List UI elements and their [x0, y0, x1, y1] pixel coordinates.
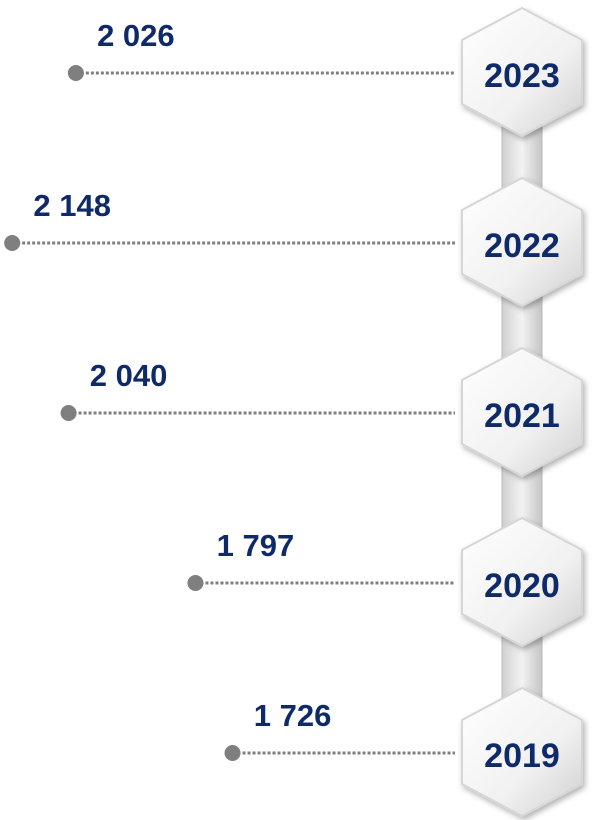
dot: [4, 235, 21, 251]
value-label: 1 726: [254, 698, 332, 733]
dot: [60, 405, 77, 421]
year-label: 2022: [484, 227, 560, 265]
dot: [67, 65, 84, 81]
year-label: 2023: [484, 57, 560, 95]
hexagon: [461, 517, 583, 647]
hexagon: [461, 347, 583, 477]
value-label: 2 026: [97, 18, 175, 53]
hexagon: [461, 687, 583, 817]
dot: [187, 575, 204, 591]
hexagon: [461, 7, 583, 137]
year-label: 2019: [484, 737, 560, 775]
hexagon: [461, 177, 583, 307]
dot: [224, 745, 241, 761]
value-label: 2 040: [90, 358, 168, 393]
year-label: 2020: [484, 567, 560, 605]
year-label: 2021: [484, 397, 560, 435]
value-label: 2 148: [33, 188, 111, 223]
rows: 2 026 2023 2 148 2022 2 040 2021 1 797 2020 1 72…: [4, 7, 583, 817]
value-label: 1 797: [217, 528, 295, 563]
